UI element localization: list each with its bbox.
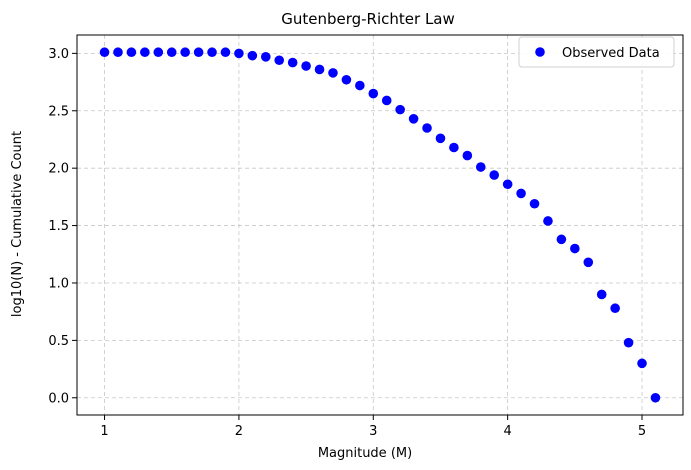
data-point [516,188,526,199]
legend-label: Observed Data [562,46,660,61]
data-point [140,47,150,58]
data-point [234,48,244,59]
chart-title: Gutenberg-Richter Law [281,10,455,28]
data-point [489,170,500,180]
plot-frame [76,34,684,416]
data-point [556,234,567,245]
legend-marker [535,47,545,57]
data-point [355,80,365,91]
data-point [274,55,285,66]
data-point [395,104,405,115]
data-point [260,52,271,62]
grid-layer [77,35,683,415]
data-point [422,123,432,133]
data-point [368,88,379,99]
data-point [529,198,540,209]
data-point [287,57,298,68]
data-point [381,95,392,106]
data-point [583,257,594,268]
y-tick-label: 1.5 [48,219,69,234]
y-tick-label: 1.0 [48,276,69,291]
data-point [570,243,580,254]
data-point [180,47,190,58]
y-tick-label: 3.0 [48,47,69,62]
axes-layer [76,34,684,416]
x-tick-label: 4 [504,424,512,439]
ticks-layer: 1 2 3 4 5 0.0 0.5 1.0 1.5 2.0 2.5 3.0 [48,47,646,439]
data-point [220,47,231,58]
x-tick-label: 2 [235,424,243,439]
y-tick-label: 2.0 [48,162,69,177]
data-point [301,61,311,71]
data-point [637,358,647,369]
y-tick-label: 0.5 [48,334,69,349]
data-point [462,150,473,161]
data-point [341,74,352,85]
data-point [610,303,620,314]
data-point [543,216,553,226]
data-point [435,133,446,144]
data-point [650,392,661,403]
data-point [99,47,110,58]
x-tick-label: 3 [369,424,377,439]
y-tick-label: 0.0 [48,391,69,406]
data-point [408,114,419,124]
x-axis-label: Magnitude (M) [318,446,412,461]
data-point [502,179,513,190]
legend-box [518,36,675,68]
data-point [449,142,459,153]
data-point [596,289,607,300]
data-point [247,50,258,61]
legend: Observed Data [518,36,675,68]
data-point [207,47,217,58]
data-point [113,47,123,58]
data-point [193,47,204,58]
data-point [166,47,177,58]
y-tick-label: 2.5 [48,104,69,119]
data-point [328,68,338,78]
x-tick-label: 5 [638,424,646,439]
data-point [153,47,164,58]
points-layer [99,47,661,403]
x-tick-label: 1 [100,424,108,439]
data-point [126,47,137,58]
data-point [623,337,634,348]
y-axis-label: log10(N) - Cumulative Count [10,131,25,317]
data-point [314,64,325,75]
data-point [475,162,486,172]
